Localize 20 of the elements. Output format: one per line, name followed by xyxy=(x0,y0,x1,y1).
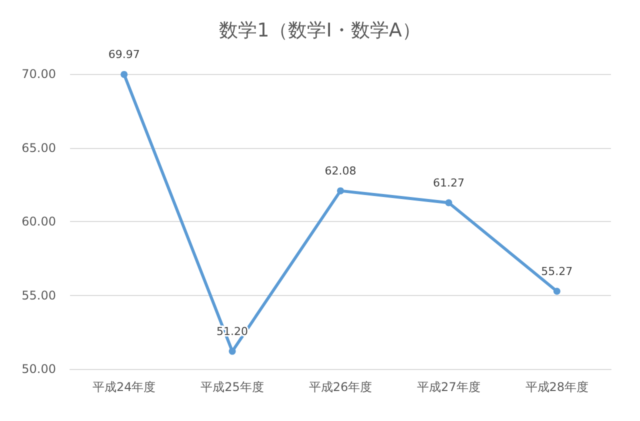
point xyxy=(337,187,344,194)
chart-title: 数学1（数学I・数学A） xyxy=(219,20,421,42)
y-tick-label: 60.00 xyxy=(22,214,56,228)
data-label: 62.08 xyxy=(324,164,356,178)
point xyxy=(228,348,236,355)
y-tick-label: 55.00 xyxy=(22,288,56,302)
x-tick-label: 平成28年度 xyxy=(525,380,589,394)
x-tick-label: 平成26年度 xyxy=(308,380,372,394)
point xyxy=(445,199,452,206)
y-tick-label: 50.00 xyxy=(22,362,56,376)
y-tick-label: 65.00 xyxy=(22,140,56,155)
data-label: 55.27 xyxy=(541,264,573,278)
point xyxy=(120,70,128,78)
data-label: 61.27 xyxy=(432,176,464,190)
data-label: 69.97 xyxy=(108,48,140,61)
y-tick-label: 70.00 xyxy=(22,67,56,81)
x-tick-label: 平成24年度 xyxy=(92,380,156,394)
x-tick-label: 平成25年度 xyxy=(200,380,264,394)
point xyxy=(553,288,560,295)
x-tick-label: 平成27年度 xyxy=(417,380,480,394)
